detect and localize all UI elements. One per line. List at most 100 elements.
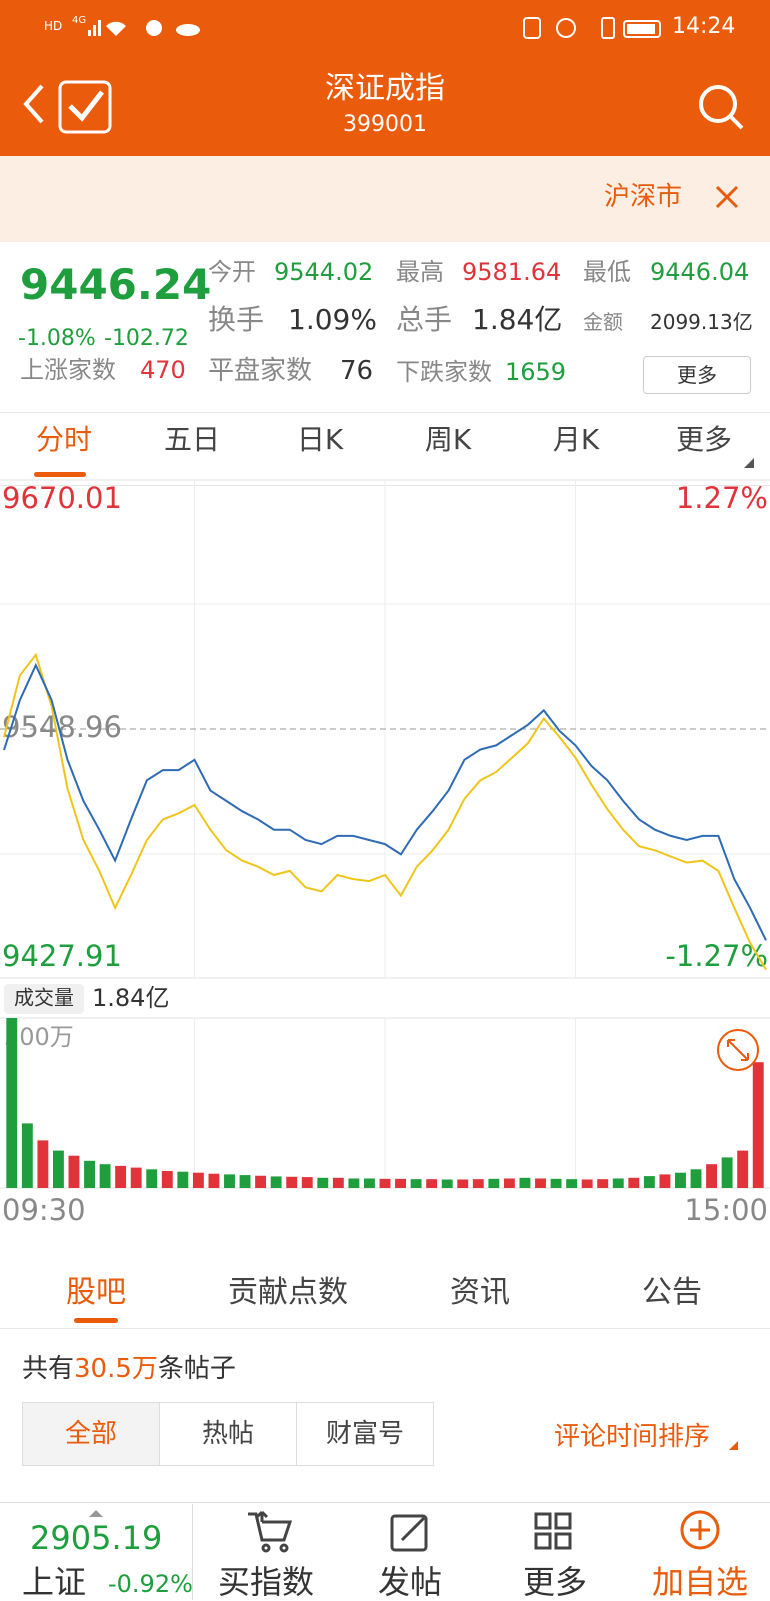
volume-bar [566,1179,578,1188]
volume-bar [21,1123,33,1188]
volume-bar [550,1178,562,1188]
volume-bar [270,1176,282,1188]
stat-value: 9544.02 [274,258,374,286]
nav-icons[interactable] [18,80,118,136]
stat-value: 1659 [505,358,567,386]
filter[interactable]: 全部 [22,1402,160,1466]
volume-bar [286,1176,298,1188]
volume-bar [208,1173,220,1188]
index-name: 上证 [22,1563,87,1601]
x-tick-label: 15:00 [684,1193,768,1227]
stat-label: 金额 [583,310,623,334]
period-tab[interactable]: 日K [296,423,344,456]
period-tab[interactable]: 周K [424,423,472,456]
volume-bar [255,1175,267,1188]
volume-bar [721,1157,733,1188]
volume-bar [239,1175,251,1188]
volume-bar [379,1178,391,1188]
content-tab[interactable]: 股吧 [66,1275,126,1310]
volume-bar [597,1179,609,1188]
volume-title: 成交量 [14,986,74,1010]
index-value[interactable]: 2905.19 [30,1519,163,1557]
volume-bar [503,1178,515,1188]
volume-bar [581,1179,593,1188]
volume-bar [99,1164,111,1188]
code: 399001 [343,112,427,137]
more-button[interactable]: 更多 [643,356,751,394]
volume-bar [675,1172,686,1188]
change-pct: -1.08% [18,326,96,351]
volume-bar [628,1177,640,1188]
sort[interactable]: 评论时间排序 [554,1422,711,1452]
volume-bar [348,1178,360,1188]
up-arrow [89,1510,103,1517]
volume-bar [301,1177,313,1188]
title: 深证成指 [325,71,445,106]
volume-bar [224,1174,235,1188]
volume-bar [68,1155,80,1188]
volume-bar [410,1179,422,1188]
period-tab[interactable]: 更多 [675,423,732,456]
stat-label: 总手 [396,303,453,336]
volume-bar [612,1178,624,1188]
banner [0,156,770,242]
content-tab[interactable]: 资讯 [450,1275,510,1310]
content-tab[interactable]: 公告 [642,1275,702,1310]
stat-label: 上涨家数 [20,356,116,384]
action-icons [248,1510,720,1553]
signal-label: HD [44,19,63,33]
volume-badge [4,984,84,1014]
volume-bar [84,1160,95,1188]
status-icons-right [523,17,661,39]
volume-bar [130,1167,142,1188]
post-suffix: 条帖子 [157,1354,236,1384]
status-icons [88,20,200,36]
change: -102.72 [104,326,189,351]
action[interactable]: 买指数 [217,1563,314,1601]
volume-bar [146,1169,158,1188]
volume-bar [643,1176,655,1188]
index-change: -0.92% [108,1570,193,1598]
y-tick-label: 9427.91 [2,939,122,973]
volume-bar [706,1164,718,1188]
volume-bar [737,1150,749,1188]
action[interactable]: 发帖 [377,1563,442,1601]
stat-value: 2099.13亿 [650,310,753,334]
action[interactable]: 加自选 [651,1563,748,1601]
stat-value: 76 [340,356,374,386]
clock: 14:24 [672,14,736,39]
volume-bar [441,1179,453,1188]
period-tab[interactable]: 五日 [163,423,220,456]
expand-icon[interactable] [717,1029,759,1071]
stat-label: 最低 [583,258,631,286]
price-line [3,652,767,971]
period-tab[interactable]: 分时 [35,423,92,456]
volume-bar [659,1174,671,1188]
volume-bar [52,1150,64,1188]
filter[interactable]: 热帖 [159,1402,297,1466]
expand-arrows [727,1039,749,1061]
volume-bar [177,1171,189,1188]
action[interactable]: 更多 [522,1563,587,1601]
volume-bar [519,1177,531,1188]
volume-bar [535,1178,546,1188]
content-tab[interactable]: 贡献点数 [228,1275,348,1310]
post-number: 30.5万 [74,1354,158,1384]
volume-bar [488,1178,500,1188]
period-tab[interactable]: 月K [552,423,600,456]
volume-bar [752,1062,764,1188]
volume-bar [395,1178,406,1188]
close-icon[interactable] [714,184,740,210]
y-tick-label: 9670.01 [2,481,122,515]
banner-text[interactable]: 沪深市 [604,182,683,212]
tab-underline [34,472,86,477]
volume-bar [192,1172,204,1188]
filter[interactable]: 财富号 [296,1402,434,1466]
search-icon[interactable] [696,82,746,132]
volume-bar [6,1018,18,1188]
volume-bar [426,1179,438,1188]
stat-value: 1.84亿 [472,303,563,336]
stat-label: 最高 [396,258,444,286]
